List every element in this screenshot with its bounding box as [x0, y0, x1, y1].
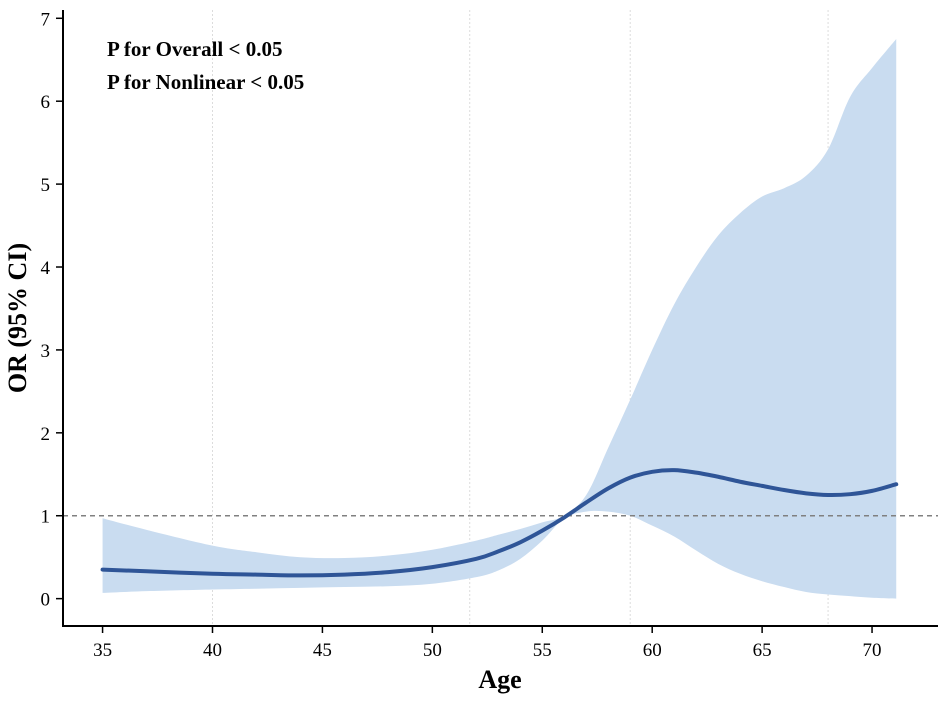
x-tick-label: 35 — [93, 640, 112, 661]
x-tick-label: 45 — [313, 640, 332, 661]
or-curve-layer — [100, 468, 899, 578]
y-tick-label: 6 — [41, 92, 51, 113]
x-tick-label: 65 — [753, 640, 772, 661]
x-tick-label: 50 — [423, 640, 442, 661]
x-tick-label: 40 — [203, 640, 222, 661]
p-value-annotation: P for Overall < 0.05 — [107, 37, 282, 61]
x-axis-title: Age — [478, 665, 521, 694]
y-tick-label: 1 — [41, 507, 51, 528]
confidence-band-layer — [102, 39, 897, 599]
x-ticks: 35 40 45 50 55 60 65 70 — [93, 626, 882, 661]
p-value-annotation: P for Nonlinear < 0.05 — [107, 70, 304, 94]
y-tick-label: 3 — [41, 341, 51, 362]
x-tick-label: 55 — [533, 640, 552, 661]
y-tick-label: 0 — [41, 590, 51, 611]
or-curve — [100, 468, 899, 578]
y-axis-title: OR (95% CI) — [3, 243, 32, 393]
y-ticks: 0 1 2 3 4 5 6 7 — [41, 9, 63, 611]
axes — [62, 10, 938, 627]
x-tick-label: 60 — [643, 640, 662, 661]
y-tick-label: 5 — [41, 175, 51, 196]
annotations: P for Overall < 0.05 P for Nonlinear < 0.… — [107, 37, 304, 94]
y-tick-label: 4 — [41, 258, 51, 279]
y-tick-label: 2 — [41, 424, 51, 445]
x-tick-label: 70 — [863, 640, 882, 661]
y-tick-label: 7 — [41, 9, 51, 30]
confidence-band — [102, 39, 897, 599]
